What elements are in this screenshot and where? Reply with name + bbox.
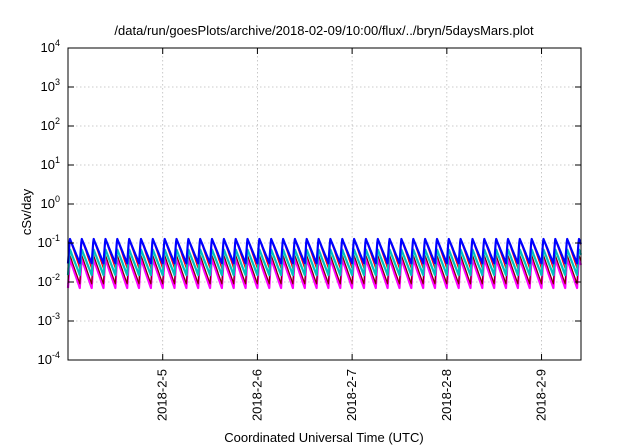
y-tick-exponent: 4 <box>55 38 60 48</box>
y-tick-exponent: 3 <box>55 77 60 87</box>
y-tick-exponent: -1 <box>52 233 60 243</box>
y-tick-exponent: -4 <box>52 350 60 360</box>
y-tick-exponent: 0 <box>55 194 60 204</box>
y-tick-base: 10 <box>41 196 55 211</box>
x-tick-label: 2018-2-8 <box>439 369 454 421</box>
y-tick-base: 10 <box>41 118 55 133</box>
chart-title: /data/run/goesPlots/archive/2018-02-09/1… <box>114 23 534 38</box>
grid-lines <box>68 48 581 360</box>
y-tick-exponent: -2 <box>52 272 60 282</box>
y-tick-base: 10 <box>41 157 55 172</box>
y-tick-base: 10 <box>38 313 52 328</box>
y-tick-label: 10-4 <box>38 350 60 367</box>
y-axis-label: cSv/day <box>19 188 34 235</box>
series-line-4 <box>66 237 583 265</box>
y-tick-label: 100 <box>41 194 60 211</box>
y-tick-label: 101 <box>41 155 60 172</box>
y-tick-label: 10-1 <box>38 233 60 250</box>
y-tick-label: 104 <box>41 38 60 55</box>
y-tick-label: 10-3 <box>38 311 60 328</box>
series-group <box>66 237 583 290</box>
x-tick-label: 2018-2-5 <box>155 369 170 421</box>
y-tick-label: 103 <box>41 77 60 94</box>
y-tick-label: 102 <box>41 116 60 133</box>
x-tick-label: 2018-2-6 <box>249 369 264 421</box>
y-tick-exponent: 1 <box>55 155 60 165</box>
y-tick-base: 10 <box>38 352 52 367</box>
x-tick-label: 2018-2-7 <box>344 369 359 421</box>
y-tick-base: 10 <box>41 40 55 55</box>
y-tick-exponent: 2 <box>55 116 60 126</box>
y-tick-label: 10-2 <box>38 272 60 289</box>
x-axis: 2018-2-5 2018-2-6 2018-2-7 2018-2-8 2018-2-9 <box>155 48 549 421</box>
y-tick-exponent: -3 <box>52 311 60 321</box>
y-tick-base: 10 <box>41 79 55 94</box>
y-tick-base: 10 <box>38 235 52 250</box>
x-tick-label: 2018-2-9 <box>534 369 549 421</box>
y-tick-base: 10 <box>38 274 52 289</box>
x-axis-label: Coordinated Universal Time (UTC) <box>224 430 423 445</box>
